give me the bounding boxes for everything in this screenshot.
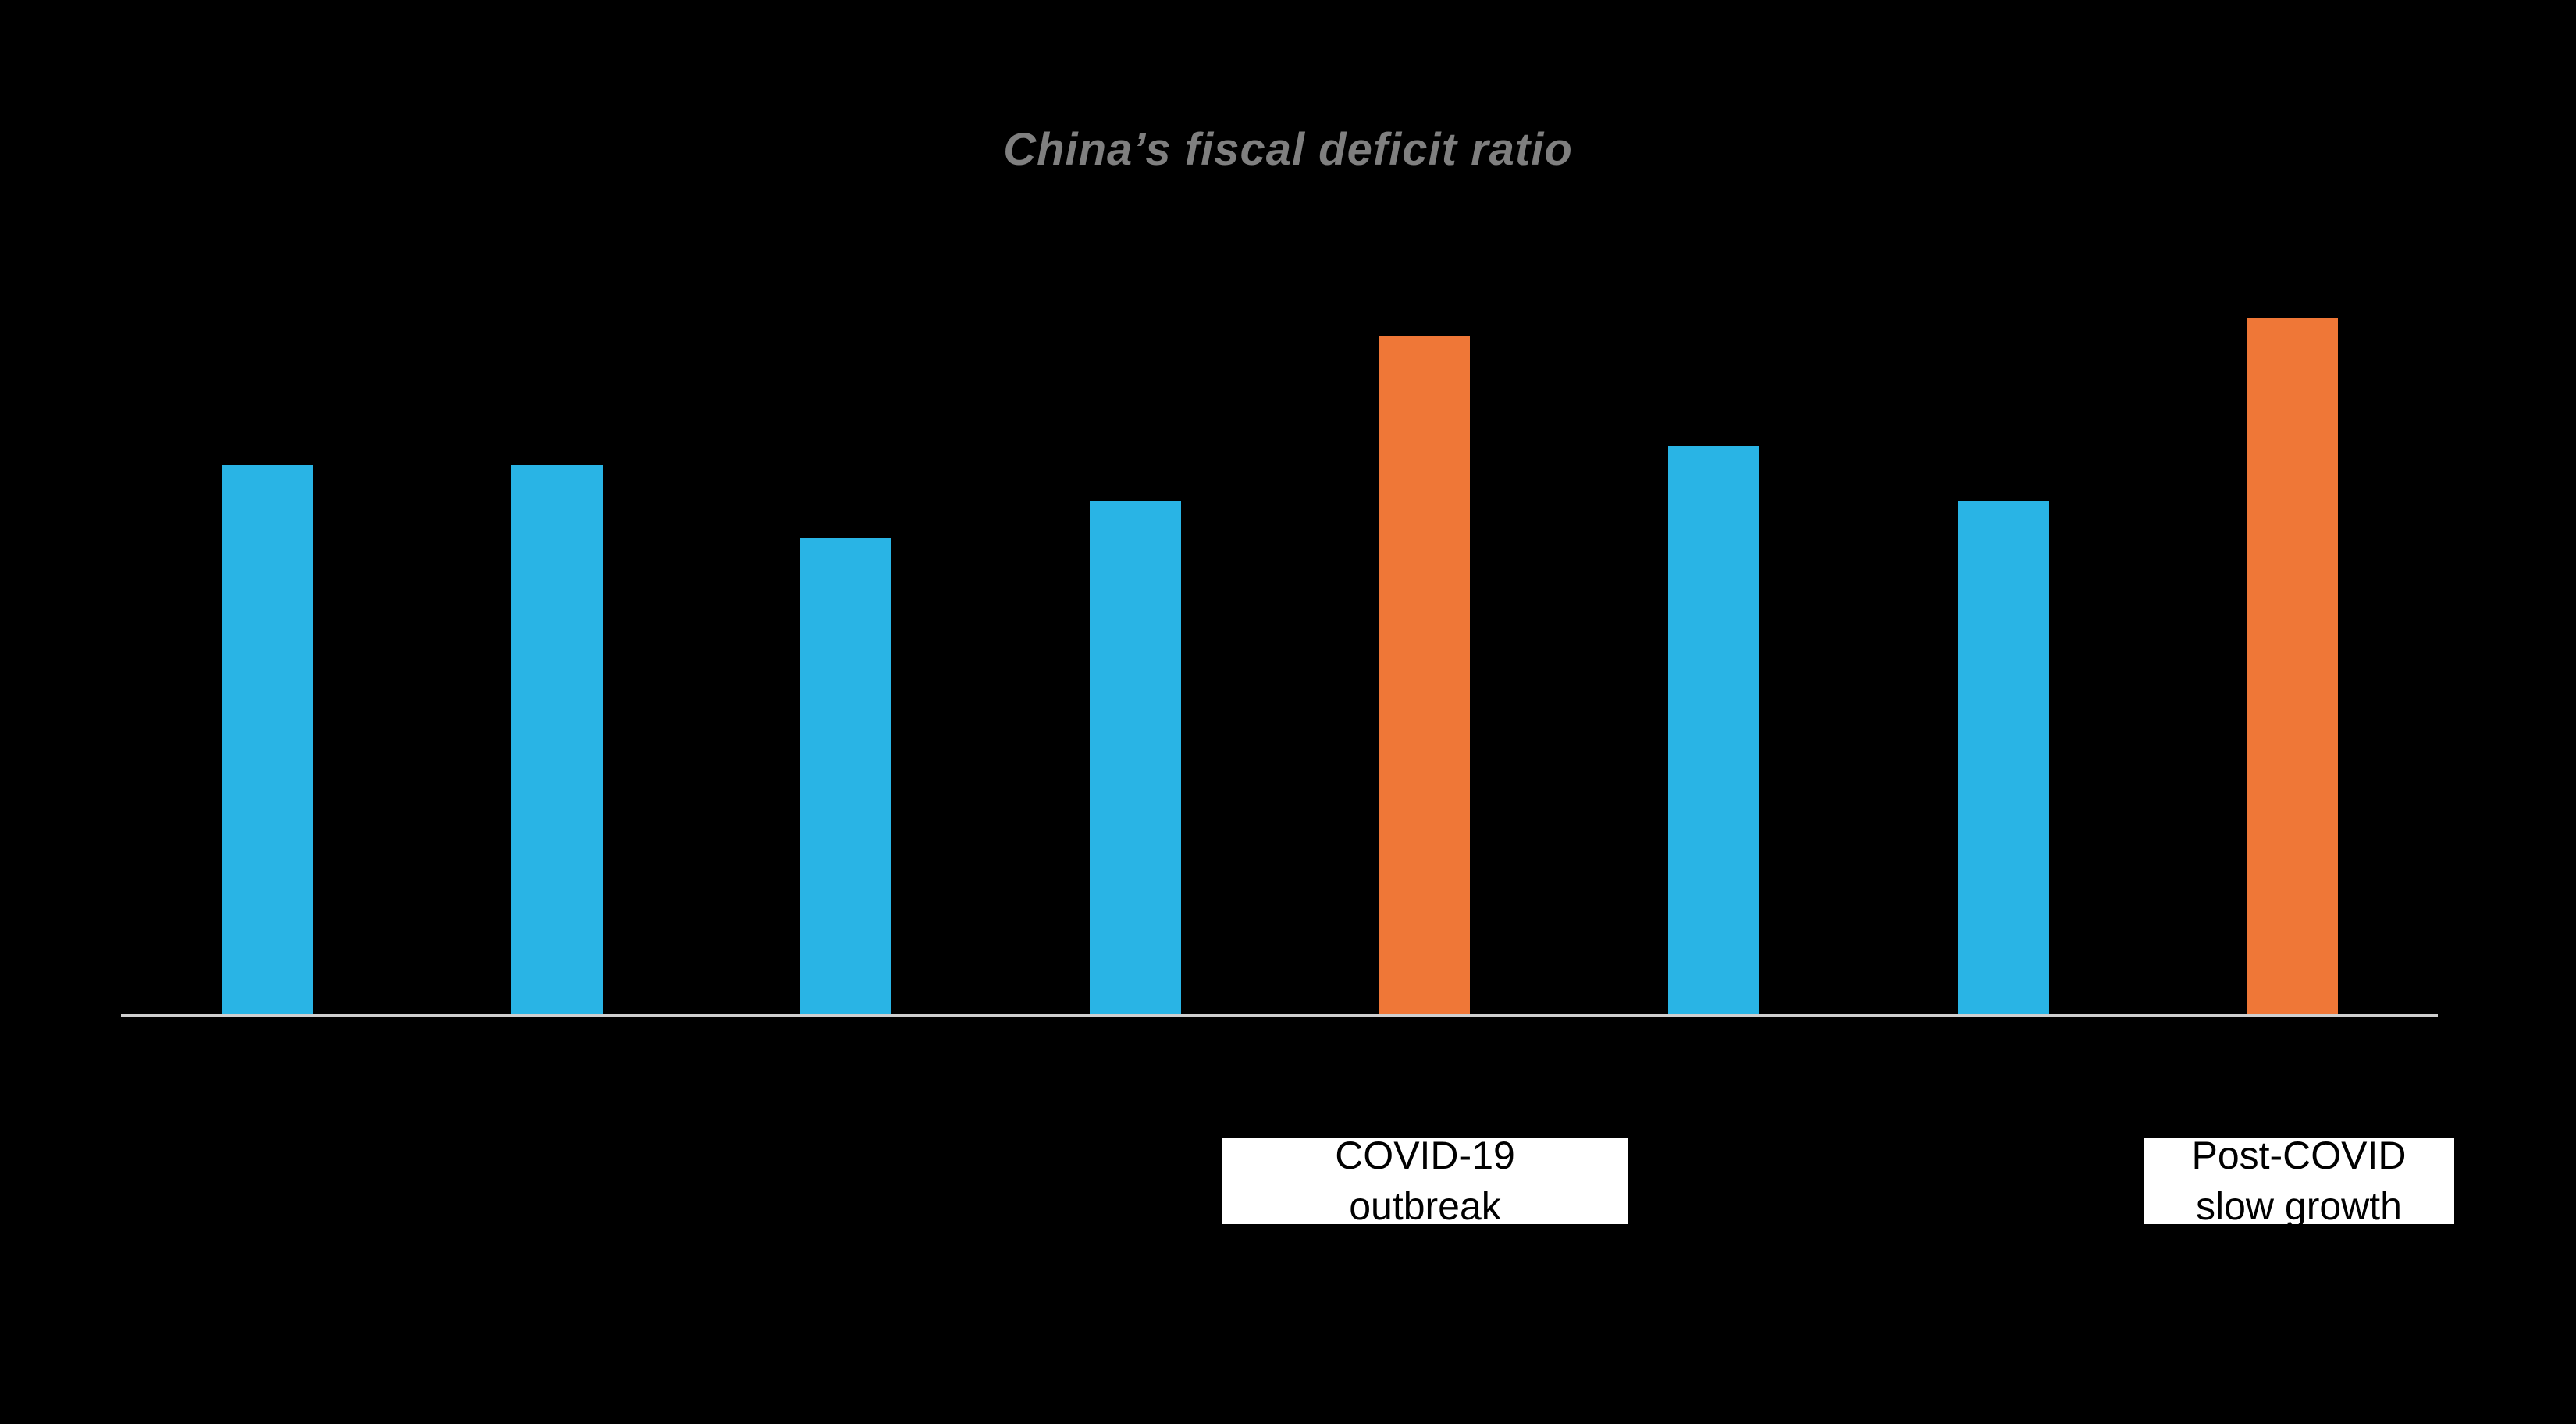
annotation-box-post-covid: Post-COVID slow growth [2144,1138,2454,1224]
bar-6 [1668,446,1759,1015]
annotation-covid-outbreak-line1: COVID-19 [1335,1138,1515,1177]
bar-4 [1090,501,1181,1015]
bar-7 [1958,501,2049,1015]
annotation-box-covid-outbreak: COVID-19 outbreak [1222,1138,1628,1224]
bar-8 [2247,318,2338,1015]
annotation-post-covid-line1: Post-COVID [2191,1138,2407,1177]
bar-2 [511,465,603,1015]
bar-3 [800,538,891,1015]
bar-5 [1379,336,1470,1015]
x-axis-line [121,1014,2438,1017]
bar-1 [222,465,313,1015]
chart-title: China’s fiscal deficit ratio [1003,124,1573,175]
annotation-post-covid-line2: slow growth [2196,1184,2402,1224]
annotation-covid-outbreak-line2: outbreak [1349,1184,1501,1224]
